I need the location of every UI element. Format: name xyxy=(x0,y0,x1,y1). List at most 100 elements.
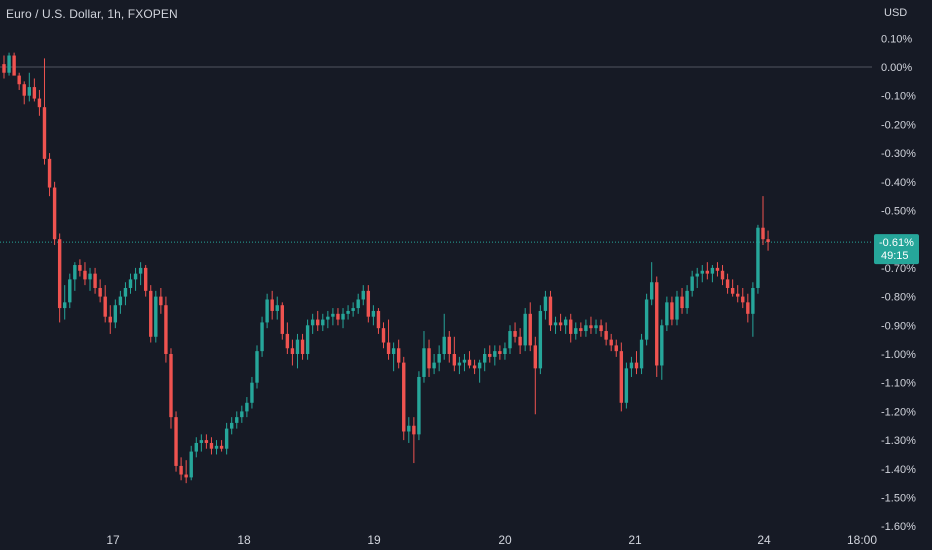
candle-body[interactable] xyxy=(518,336,522,346)
candle-body[interactable] xyxy=(123,287,128,297)
candle-body[interactable] xyxy=(42,107,47,159)
candle-body[interactable] xyxy=(321,319,325,326)
candle-body[interactable] xyxy=(680,296,684,309)
candle-body[interactable] xyxy=(639,339,644,369)
candle-body[interactable] xyxy=(417,376,421,435)
candle-body[interactable] xyxy=(690,276,694,291)
candle-body[interactable] xyxy=(78,265,82,271)
candle-body[interactable] xyxy=(310,319,315,326)
candle-body[interactable] xyxy=(143,267,148,291)
candle-body[interactable] xyxy=(2,64,6,73)
candle-body[interactable] xyxy=(149,290,153,337)
candle-body[interactable] xyxy=(154,296,158,337)
candle-body[interactable] xyxy=(705,270,710,274)
candle-body[interactable] xyxy=(528,313,532,346)
candle-body[interactable] xyxy=(199,440,204,443)
candle-body[interactable] xyxy=(457,362,462,366)
candle-body[interactable] xyxy=(538,310,543,369)
candle-body[interactable] xyxy=(720,270,725,280)
candle-body[interactable] xyxy=(488,354,492,357)
candle-body[interactable] xyxy=(569,319,573,334)
candle-body[interactable] xyxy=(351,308,355,311)
candle-body[interactable] xyxy=(255,351,259,383)
candle-body[interactable] xyxy=(685,290,689,309)
candle-body[interactable] xyxy=(68,279,72,303)
candle-body[interactable] xyxy=(599,325,603,332)
candle-body[interactable] xyxy=(316,319,320,326)
candle-body[interactable] xyxy=(503,348,507,354)
candle-body[interactable] xyxy=(240,411,244,418)
candle-body[interactable] xyxy=(305,325,310,354)
candle-body[interactable] xyxy=(164,305,168,354)
candle-body[interactable] xyxy=(675,296,679,320)
candle-body[interactable] xyxy=(209,442,214,449)
candle-body[interactable] xyxy=(725,279,730,288)
candle-body[interactable] xyxy=(649,282,654,300)
candle-body[interactable] xyxy=(250,382,254,403)
candle-body[interactable] xyxy=(356,299,360,309)
candle-body[interactable] xyxy=(670,302,674,320)
candle-body[interactable] xyxy=(730,287,735,294)
candle-body[interactable] xyxy=(47,158,52,188)
candle-body[interactable] xyxy=(204,440,209,443)
candle-body[interactable] xyxy=(452,354,457,366)
candle-body[interactable] xyxy=(462,359,467,363)
candle-body[interactable] xyxy=(634,362,639,369)
candle-body[interactable] xyxy=(184,474,188,478)
candle-body[interactable] xyxy=(513,331,517,337)
candle-body[interactable] xyxy=(558,322,563,326)
candle-body[interactable] xyxy=(300,339,305,354)
candle-body[interactable] xyxy=(98,287,102,297)
candle-body[interactable] xyxy=(159,296,163,306)
candle-body[interactable] xyxy=(629,362,634,369)
candle-body[interactable] xyxy=(736,293,740,297)
candle-body[interactable] xyxy=(655,282,659,366)
candle-body[interactable] xyxy=(746,302,750,314)
candle-body[interactable] xyxy=(391,348,396,354)
candle-body[interactable] xyxy=(346,310,350,314)
candle-body[interactable] xyxy=(138,267,143,274)
candle-body[interactable] xyxy=(700,270,704,274)
candle-body[interactable] xyxy=(467,359,472,366)
candle-body[interactable] xyxy=(270,299,274,311)
symbol-title[interactable]: Euro / U.S. Dollar, 1h, FXOPEN xyxy=(6,7,178,21)
candle-body[interactable] xyxy=(756,227,760,288)
candle-body[interactable] xyxy=(574,328,578,334)
candle-body[interactable] xyxy=(508,331,512,349)
candle-body[interactable] xyxy=(498,351,502,354)
candle-body[interactable] xyxy=(614,345,618,352)
candle-body[interactable] xyxy=(371,310,376,317)
candle-body[interactable] xyxy=(245,402,249,412)
candle-body[interactable] xyxy=(52,187,57,240)
candle-body[interactable] xyxy=(660,325,664,366)
candle-body[interactable] xyxy=(619,351,624,403)
candle-body[interactable] xyxy=(366,290,371,317)
candle-body[interactable] xyxy=(402,362,406,432)
candle-body[interactable] xyxy=(174,417,178,466)
candle-body[interactable] xyxy=(133,273,138,280)
candle-body[interactable] xyxy=(32,87,37,99)
candle-body[interactable] xyxy=(376,310,381,329)
candle-body[interactable] xyxy=(427,348,431,369)
candle-body[interactable] xyxy=(22,84,26,96)
candle-body[interactable] xyxy=(437,354,441,363)
candle-body[interactable] xyxy=(422,348,426,377)
candle-body[interactable] xyxy=(483,354,487,363)
candle-body[interactable] xyxy=(260,322,264,352)
candle-body[interactable] xyxy=(695,273,699,277)
candle-body[interactable] xyxy=(584,325,588,332)
candle-body[interactable] xyxy=(594,325,598,329)
candle-body[interactable] xyxy=(665,302,669,326)
candle-body[interactable] xyxy=(589,325,593,329)
candle-body[interactable] xyxy=(230,422,234,429)
candle-body[interactable] xyxy=(57,239,62,309)
candle-body[interactable] xyxy=(412,425,416,435)
candle-body[interactable] xyxy=(386,342,391,354)
candle-body[interactable] xyxy=(331,313,335,317)
candle-body[interactable] xyxy=(27,87,31,96)
candle-body[interactable] xyxy=(624,368,629,403)
candle-body[interactable] xyxy=(326,316,330,320)
candle-body[interactable] xyxy=(766,239,770,243)
candle-body[interactable] xyxy=(169,354,173,418)
candles-group[interactable] xyxy=(2,52,770,484)
